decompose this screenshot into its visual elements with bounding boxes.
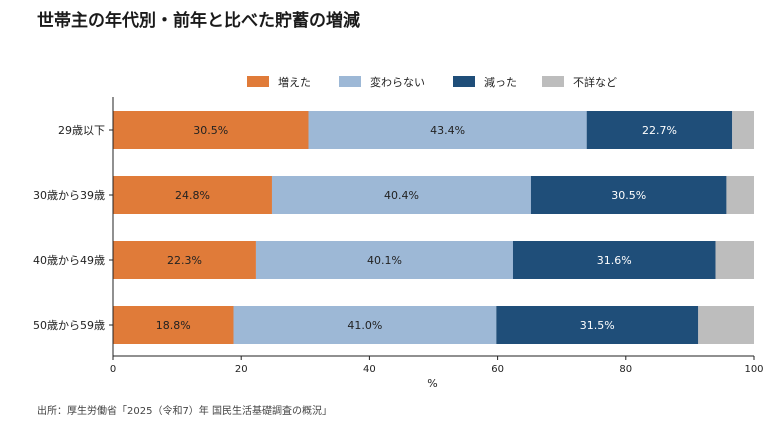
legend-swatch — [339, 76, 361, 87]
bar-segment — [726, 176, 754, 214]
legend-swatch — [542, 76, 564, 87]
x-tick-label: 100 — [744, 364, 763, 375]
legend-swatch — [247, 76, 269, 87]
legend: 増えた 変わらない 減った 不詳など — [247, 75, 617, 89]
data-label: 41.0% — [347, 319, 382, 332]
data-label: 30.5% — [193, 124, 228, 137]
source-note: 出所：厚生労働省「2025（令和7）年 国民生活基礎調査の概況」 — [37, 406, 332, 417]
legend-label: 不詳など — [573, 75, 617, 89]
bar-segment — [530, 176, 727, 214]
category-label: 40歳から49歳 — [33, 254, 105, 267]
data-label: 22.7% — [642, 124, 677, 137]
category-label: 29歳以下 — [58, 124, 105, 137]
x-tick-label: 60 — [491, 364, 504, 375]
bar-segment — [255, 241, 513, 279]
x-tick-label: 40 — [363, 364, 376, 375]
x-tick-label: 0 — [110, 364, 116, 375]
bar-segment — [496, 306, 699, 344]
x-tick-label: 20 — [235, 364, 248, 375]
bar-segment — [113, 176, 272, 214]
legend-label: 増えた — [278, 76, 311, 89]
category-label: 50歳から59歳 — [33, 319, 105, 332]
bar-segment — [308, 111, 587, 149]
bar-segment — [113, 306, 234, 344]
bar-segment — [586, 111, 733, 149]
bar-segment — [698, 306, 754, 344]
data-label: 24.8% — [175, 189, 210, 202]
axes: 29歳以下 30歳から39歳 40歳から49歳 50歳から59歳 0 20 40 60 80 10… — [33, 97, 764, 390]
stacked-bar-chart: 増えた 変わらない 減った 不詳など 30.5% 43.4% 22.7% 24.8% 40.4… — [33, 75, 764, 390]
x-axis-label: % — [427, 377, 437, 390]
data-label: 31.6% — [597, 254, 632, 267]
data-label: 30.5% — [611, 189, 646, 202]
legend-label: 減った — [484, 75, 517, 89]
data-label: 43.4% — [430, 124, 465, 137]
data-label: 31.5% — [580, 319, 615, 332]
bar-segment — [715, 241, 754, 279]
bar-segment — [233, 306, 497, 344]
data-label: 40.4% — [384, 189, 419, 202]
data-label: 18.8% — [156, 319, 191, 332]
bar-segment — [113, 241, 256, 279]
category-label: 30歳から39歳 — [33, 189, 105, 202]
bar-segment — [512, 241, 716, 279]
bar-segment — [271, 176, 531, 214]
data-label: 22.3% — [167, 254, 202, 267]
legend-swatch — [453, 76, 475, 87]
data-label: 40.1% — [367, 254, 402, 267]
chart-title: 世帯主の年代別・前年と比べた貯蓄の増減 — [37, 11, 360, 31]
bar-segment — [113, 111, 309, 149]
x-tick-label: 80 — [619, 364, 632, 375]
bar-segment — [732, 111, 754, 149]
bars: 30.5% 43.4% 22.7% 24.8% 40.4% 30.5% 22.3% 40.1%… — [113, 111, 754, 344]
legend-label: 変わらない — [370, 75, 425, 89]
